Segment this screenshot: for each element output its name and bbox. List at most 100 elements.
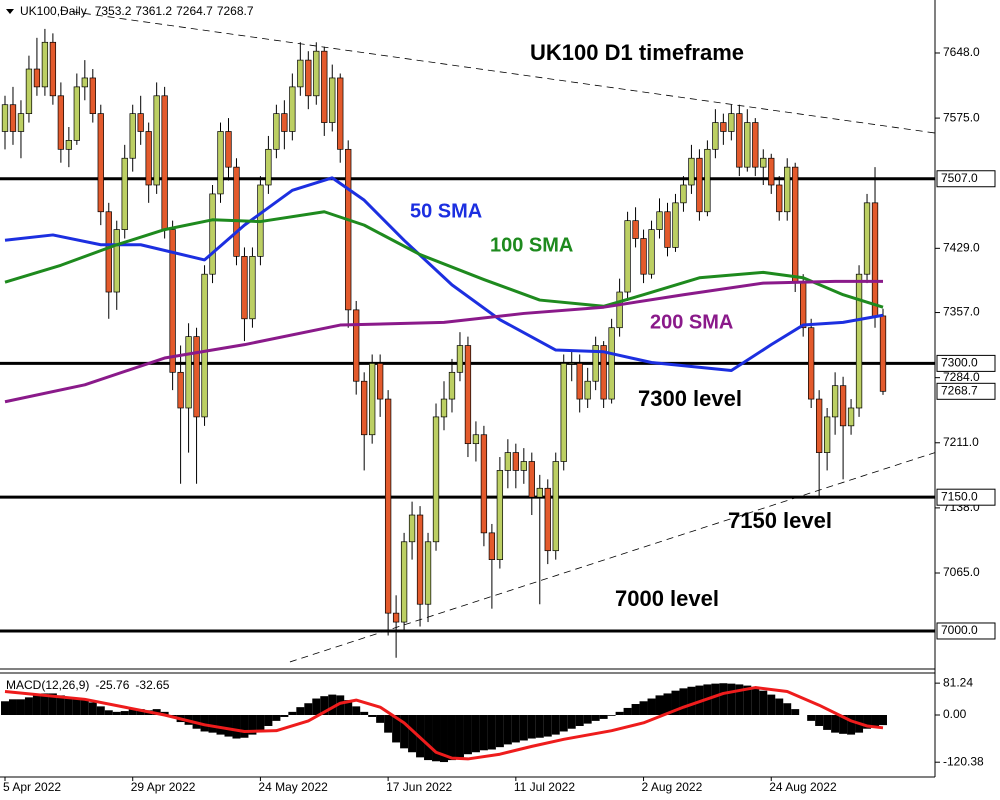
macd-bar: [232, 715, 241, 739]
candle-body: [879, 315, 887, 392]
macd-bar: [519, 715, 528, 741]
candle-body: [329, 77, 336, 123]
trendline: [60, 9, 935, 134]
y-tick-label: 7065.0: [943, 565, 980, 579]
macd-bar: [663, 693, 672, 715]
symbol: UK100,Daily: [20, 4, 87, 18]
macd-bar: [160, 711, 169, 715]
macd-bar: [80, 700, 89, 715]
candle-body: [728, 113, 735, 132]
candle-body: [384, 398, 392, 614]
candle-body: [720, 122, 727, 132]
price-box: [936, 170, 996, 188]
candle-body: [664, 211, 671, 248]
macd-bar: [352, 706, 361, 715]
macd-bar: [104, 710, 113, 715]
candle-body: [281, 113, 288, 132]
candle-body: [640, 238, 647, 275]
candle-body: [81, 77, 88, 88]
moving-average: [4, 210, 884, 309]
macd-name: MACD(12,26,9): [6, 678, 89, 692]
x-tick-label: 11 Jul 2022: [514, 780, 575, 794]
trendline: [289, 452, 935, 663]
candle-body: [273, 113, 280, 150]
candle-body: [321, 50, 328, 123]
candle-body: [265, 148, 272, 186]
menu-icon[interactable]: [6, 9, 14, 14]
x-tick-label: 24 Aug 2022: [769, 780, 837, 794]
candle-body: [369, 363, 376, 436]
macd-bar: [296, 707, 305, 715]
candle-body: [49, 41, 57, 97]
candle-body: [839, 385, 847, 427]
macd-bar: [56, 695, 65, 715]
candle-body: [768, 157, 775, 186]
macd-bar: [807, 715, 816, 721]
candle-body: [33, 68, 41, 88]
annotation: 7000 level: [615, 586, 719, 611]
candle-body: [137, 113, 144, 132]
candle-body: [792, 166, 799, 284]
candle-body: [169, 229, 176, 373]
candle-body: [752, 122, 759, 168]
candle-body: [297, 59, 304, 88]
macd-bar: [583, 715, 592, 724]
macd-tick-label: 0.00: [943, 707, 967, 721]
x-tick-label: 24 May 2022: [258, 780, 328, 794]
candle-body: [305, 59, 312, 97]
macd-bar: [64, 698, 73, 715]
price-box: [936, 354, 996, 372]
macd-bar: [136, 709, 145, 715]
macd-bar: [871, 715, 880, 727]
candle-body: [9, 104, 17, 132]
macd-bar: [791, 709, 800, 715]
candle-body: [520, 461, 527, 471]
candle-body: [831, 385, 839, 418]
candle-body: [528, 461, 535, 498]
candle-body: [808, 327, 815, 400]
macd-bar: [280, 715, 289, 717]
macd-bar: [775, 698, 784, 715]
macd-bar: [112, 711, 121, 715]
x-tick-label: 5 Apr 2022: [3, 780, 61, 794]
x-tick-label: 17 Jun 2022: [386, 780, 452, 794]
candle-body: [576, 363, 583, 400]
macd-bar: [567, 715, 576, 729]
open: 7353.2: [95, 4, 132, 18]
macd-bar: [455, 715, 464, 758]
y-tick-label: 7211.0: [943, 435, 979, 449]
macd-bar: [647, 698, 656, 715]
macd-bar: [503, 715, 512, 745]
macd-bar: [32, 695, 41, 715]
candle-body: [616, 291, 623, 329]
candle-body: [225, 131, 232, 168]
macd-bar: [631, 704, 640, 715]
macd-tick-label: 81.24: [943, 675, 973, 689]
last-price: 7268.7: [941, 383, 978, 397]
macd-bar: [360, 711, 369, 715]
y-tick-label: 7357.0: [943, 305, 980, 319]
macd-bar: [687, 686, 696, 715]
candle-body: [73, 86, 80, 141]
annotation: 7150 level: [728, 508, 832, 533]
macd-bar: [815, 715, 824, 726]
candle-body: [97, 113, 104, 213]
macd-bar: [471, 715, 480, 753]
macd-bar: [551, 715, 560, 735]
chart-title: UK100 D1 timeframe: [530, 40, 744, 65]
candle-body: [536, 487, 543, 498]
macd-bar: [240, 715, 249, 738]
macd-bar: [463, 715, 472, 755]
candle-body: [121, 157, 128, 230]
price-box: [936, 488, 996, 506]
macd-bar: [1, 701, 9, 715]
candle-body: [648, 229, 655, 275]
candle-body: [632, 220, 639, 239]
macd-bar: [424, 715, 433, 761]
x-tick-label: 29 Apr 2022: [131, 780, 196, 794]
macd-bar: [328, 694, 337, 715]
candle-body: [688, 157, 695, 186]
candle-body: [488, 532, 496, 560]
candle-body: [855, 273, 863, 409]
macd-bar: [8, 699, 17, 715]
